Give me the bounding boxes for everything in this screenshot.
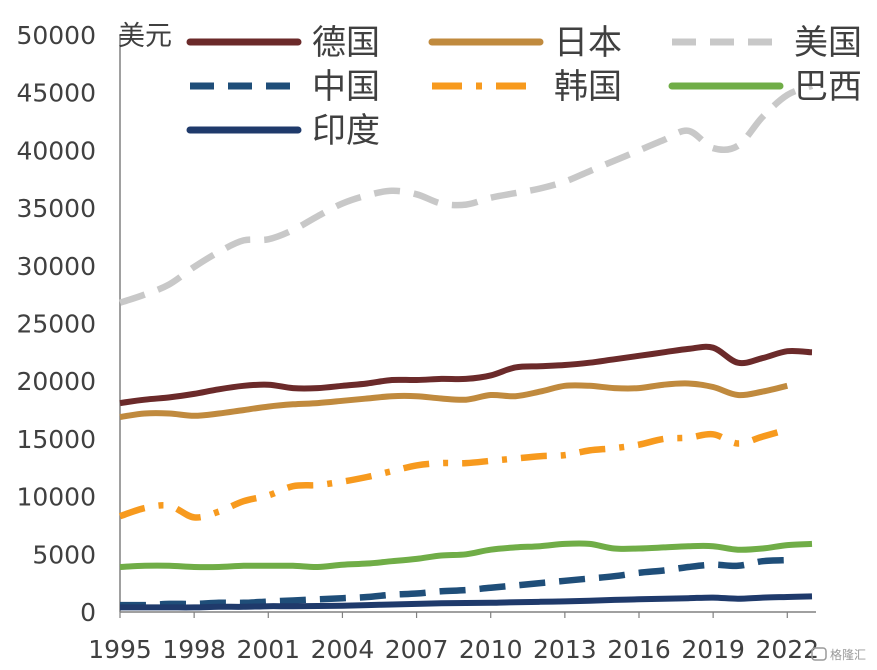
series-line-4 bbox=[118, 426, 789, 521]
watermark-text: 格隆汇 bbox=[830, 647, 866, 662]
y-tick-labels: 0 5000 10000 15000 20000 25000 30000 35000 40000… bbox=[16, 21, 96, 627]
y-tick-label: 10000 bbox=[16, 483, 96, 512]
y-axis-unit-label: 美元 bbox=[118, 21, 172, 52]
axes bbox=[119, 35, 816, 618]
y-tick-label: 25000 bbox=[16, 310, 96, 339]
y-tick-label: 50000 bbox=[16, 21, 96, 50]
y-tick-label: 5000 bbox=[32, 540, 96, 569]
series-line-6 bbox=[120, 593, 813, 611]
watermark: 格隆汇 bbox=[811, 647, 866, 662]
legend-item-2: 美国 bbox=[672, 23, 862, 63]
x-tick-label: 1998 bbox=[162, 635, 226, 664]
x-tick-label: 2010 bbox=[459, 635, 523, 664]
series-line-2 bbox=[119, 82, 814, 306]
series-line-3 bbox=[119, 556, 788, 609]
legend-item-3: 中国 bbox=[190, 67, 380, 107]
legend-label: 中国 bbox=[312, 67, 380, 107]
x-tick-label: 2019 bbox=[681, 635, 745, 664]
y-tick-label: 40000 bbox=[16, 136, 96, 165]
legend-label: 韩国 bbox=[554, 67, 622, 107]
y-tick-label: 30000 bbox=[16, 252, 96, 281]
series-line-5 bbox=[119, 540, 813, 571]
y-tick-label: 0 bbox=[80, 598, 96, 627]
x-tick-label: 1995 bbox=[88, 635, 152, 664]
series-line-0 bbox=[119, 343, 813, 407]
watermark-logo-icon bbox=[811, 647, 827, 661]
legend-label: 巴西 bbox=[794, 67, 862, 107]
series-lines bbox=[118, 82, 814, 611]
x-tick-label: 2013 bbox=[533, 635, 597, 664]
legend-item-5: 巴西 bbox=[668, 67, 862, 107]
y-tick-label: 20000 bbox=[16, 367, 96, 396]
legend-label: 美国 bbox=[794, 23, 862, 63]
legend-item-1: 日本 bbox=[428, 23, 622, 63]
legend-item-6: 印度 bbox=[186, 111, 380, 151]
legend-label: 日本 bbox=[554, 23, 622, 63]
x-tick-label: 2016 bbox=[607, 635, 671, 664]
y-tick-label: 35000 bbox=[16, 194, 96, 223]
series-line-1 bbox=[119, 380, 789, 420]
legend-item-4: 韩国 bbox=[432, 67, 622, 107]
legend-item-0: 德国 bbox=[186, 23, 380, 63]
x-tick-label: 2022 bbox=[755, 635, 819, 664]
y-tick-label: 15000 bbox=[16, 425, 96, 454]
y-tick-label: 45000 bbox=[16, 79, 96, 108]
x-tick-label: 2001 bbox=[236, 635, 300, 664]
x-tick-labels: 1995 1998 2001 2004 2007 2010 2013 2016 2019 2022 bbox=[88, 635, 819, 664]
x-tick-label: 2004 bbox=[311, 635, 375, 664]
legend-label: 德国 bbox=[312, 23, 380, 63]
x-tick-label: 2007 bbox=[385, 635, 449, 664]
legend-label: 印度 bbox=[312, 111, 380, 151]
